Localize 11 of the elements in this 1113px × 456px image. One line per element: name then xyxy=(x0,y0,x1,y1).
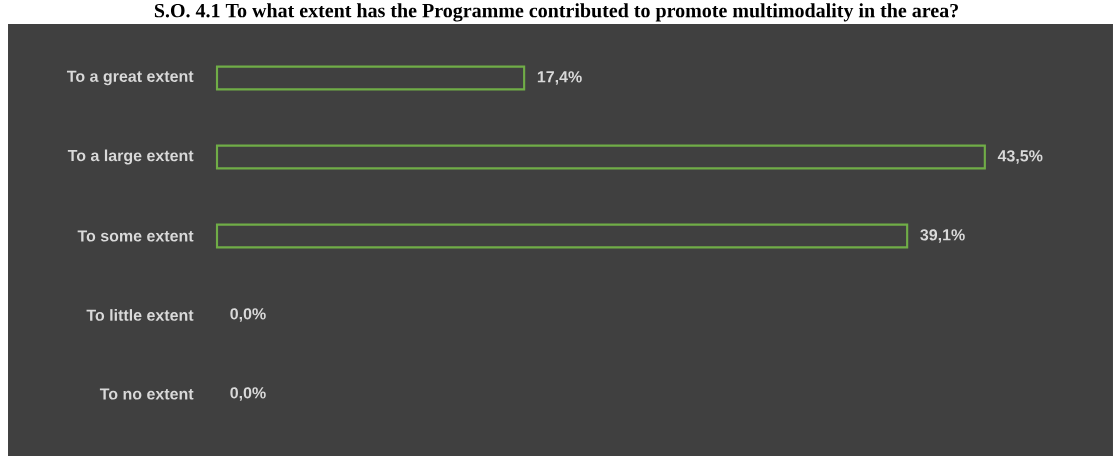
data-label: 0,0% xyxy=(230,387,266,401)
data-label: 0,0% xyxy=(230,308,266,322)
data-label: 43,5% xyxy=(997,150,1043,164)
data-label: 17,4% xyxy=(537,71,582,85)
y-tick-label: To a large extent xyxy=(67,149,194,165)
y-tick-label: To some extent xyxy=(77,230,194,242)
data-label: 39,1% xyxy=(920,229,965,243)
y-tick-label: To little extent xyxy=(86,309,194,321)
y-tick-label: To no extent xyxy=(99,388,194,400)
y-tick-label: To a great extent xyxy=(66,70,194,86)
chart-title: S.O. 4.1 To what extent has the Programme contributed to promote multimodality in the area? xyxy=(154,3,958,22)
